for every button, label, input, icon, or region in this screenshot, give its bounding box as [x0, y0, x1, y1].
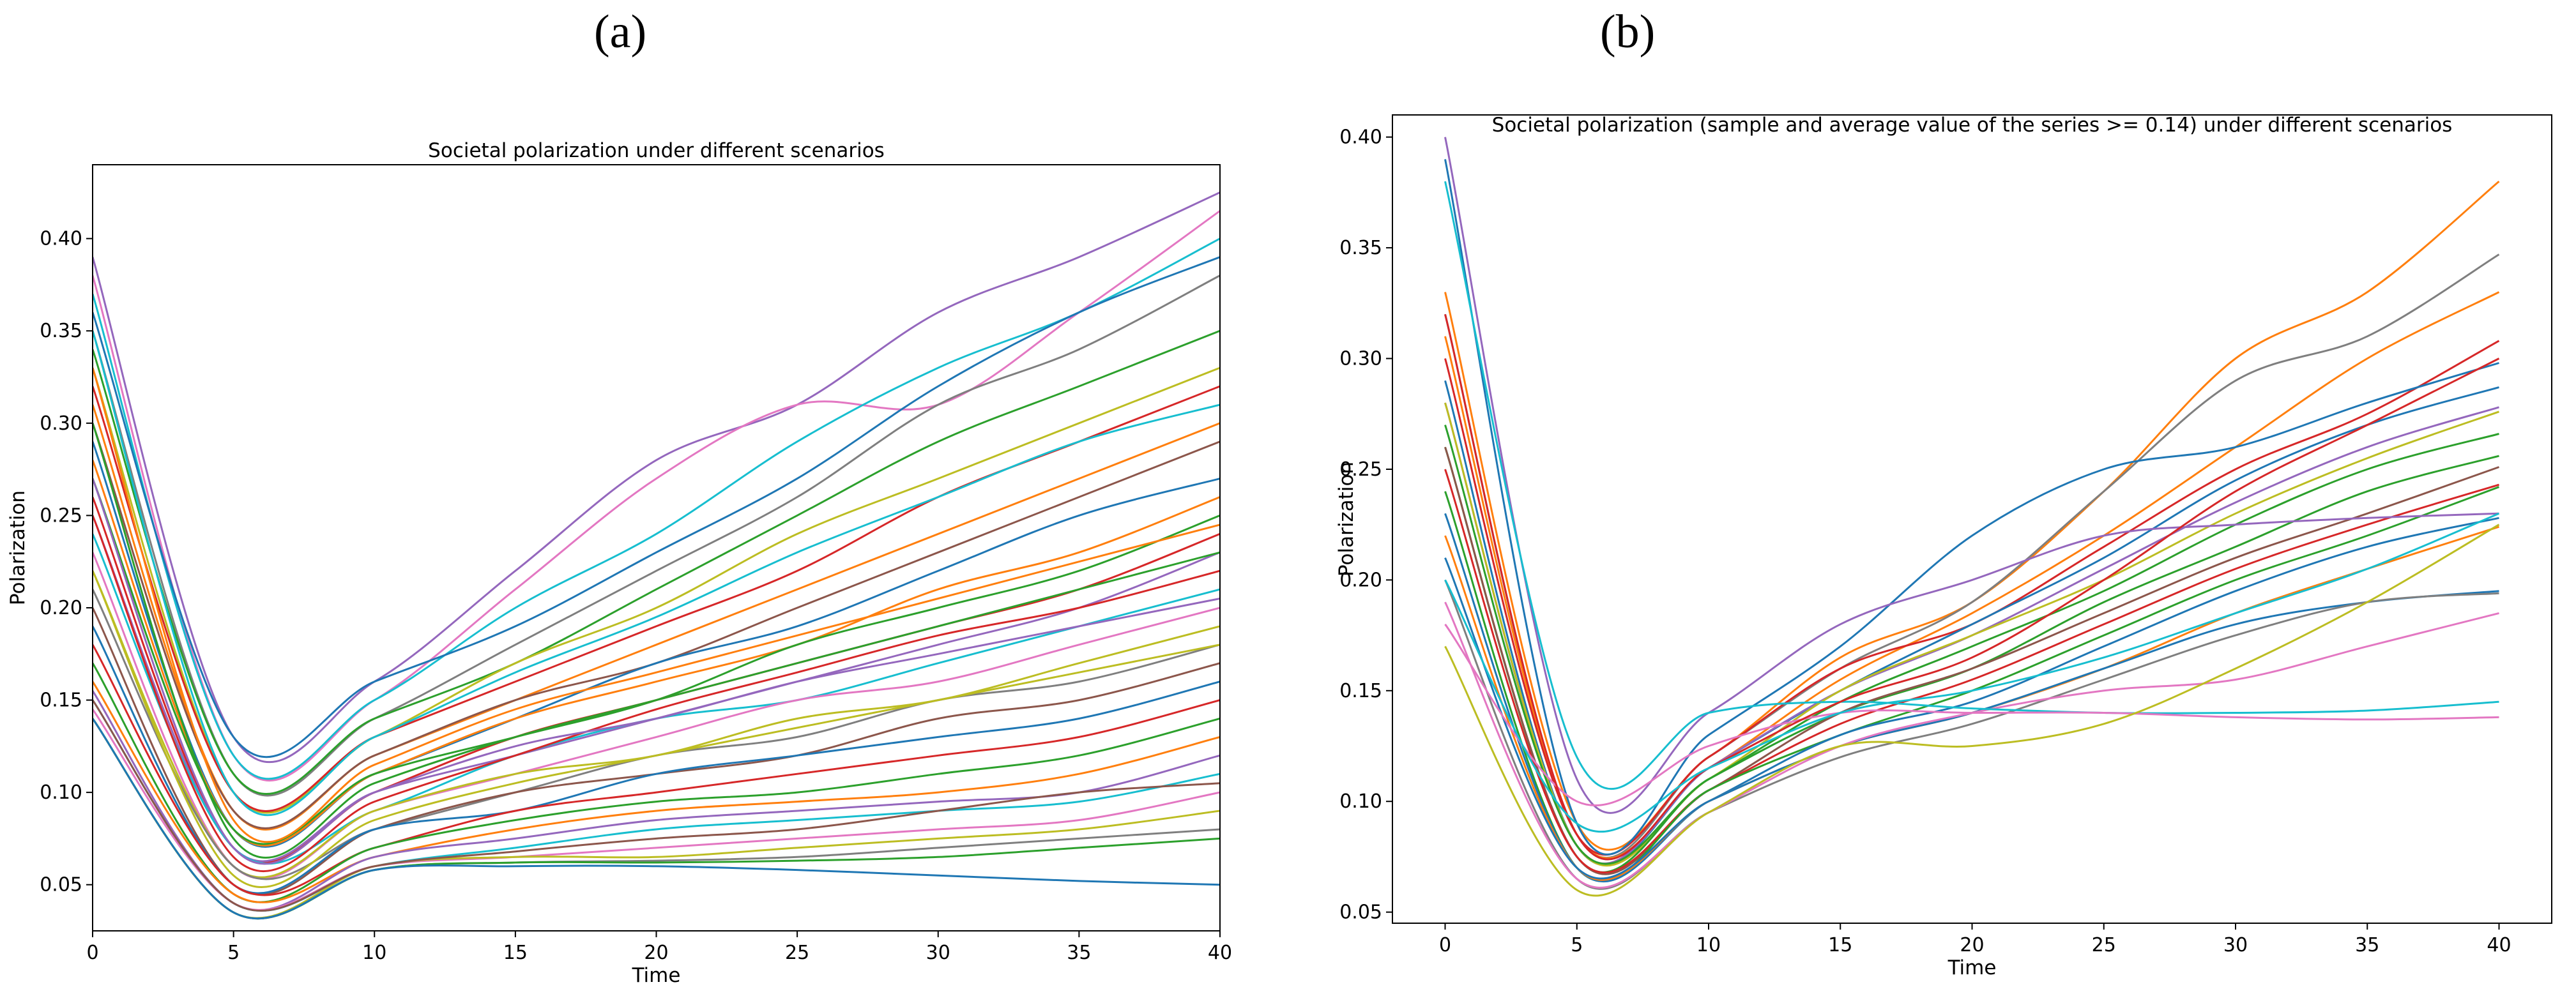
series-line-b21: [1444, 623, 2499, 806]
y-tick-label: 0.20: [1339, 569, 1382, 591]
x-tick-label: 40: [1208, 942, 1232, 964]
series-line-b11: [1444, 446, 2499, 875]
x-axis-label: Time: [632, 964, 681, 987]
series-line-b19: [1444, 601, 2499, 889]
panel-label-b: (b): [1600, 6, 1656, 58]
series-line-s37: [93, 478, 1220, 865]
x-tick-label: 25: [2092, 934, 2116, 956]
y-tick-label: 0.05: [40, 874, 82, 896]
series-line-b20: [1444, 181, 2499, 790]
series-line-s20: [93, 607, 1220, 896]
y-tick-label: 0.20: [40, 597, 82, 619]
series-line-s24: [93, 681, 1220, 903]
y-tick-label: 0.35: [1339, 237, 1382, 259]
y-tick-label: 0.05: [1339, 901, 1382, 924]
y-tick-label: 0.40: [1339, 126, 1382, 149]
x-tick-label: 25: [785, 942, 809, 964]
series-line-s28: [93, 718, 1220, 919]
series-lines: [93, 192, 1220, 920]
x-tick-label: 20: [644, 942, 668, 964]
y-tick-label: 0.30: [40, 412, 82, 435]
x-tick-label: 0: [1439, 934, 1451, 956]
series-line-b8: [1444, 402, 2499, 866]
x-tick-label: 10: [362, 942, 386, 964]
y-tick-label: 0.15: [1339, 680, 1382, 702]
x-axis-label: Time: [1947, 956, 1997, 979]
series-line-s35: [93, 423, 1220, 859]
chart-title: Societal polarization (sample and averag…: [1492, 114, 2453, 137]
series-line-s31: [93, 718, 1220, 920]
series-line-s33: [93, 515, 1220, 873]
x-tick-label: 15: [1828, 934, 1852, 956]
chart-a: Societal polarization under different sc…: [6, 139, 1232, 987]
series-line-s19: [93, 589, 1220, 880]
series-line-b10: [1444, 446, 2499, 873]
x-tick-label: 40: [2487, 934, 2511, 956]
series-line-b4: [1444, 340, 2500, 856]
series-line-s34: [93, 367, 1220, 843]
series-line-s6: [93, 329, 1220, 795]
series-line-b6: [1444, 380, 2499, 866]
series-line-s5: [93, 275, 1220, 797]
x-tick-label: 0: [86, 942, 98, 964]
y-tick-label: 0.40: [40, 228, 82, 250]
plot-frame: [92, 164, 1221, 931]
series-line-s15: [93, 515, 1220, 863]
series-line-s29: [93, 718, 1220, 920]
series-line-b9: [1444, 425, 2499, 865]
x-tick-label: 20: [1960, 934, 1984, 956]
series-line-b14: [1444, 137, 2499, 814]
x-tick-label: 5: [227, 942, 240, 964]
series-line-b18: [1444, 579, 2499, 890]
series-line-b23: [1444, 313, 2500, 861]
series-line-s3: [93, 238, 1220, 780]
x-tick-label: 30: [2223, 934, 2248, 956]
x-tick-label: 15: [503, 942, 528, 964]
y-tick-label: 0.10: [40, 781, 82, 804]
x-tick-label: 30: [926, 942, 950, 964]
panel-label-a: (a): [594, 6, 647, 58]
series-line-s30: [93, 718, 1220, 920]
x-tick-label: 35: [2355, 934, 2379, 956]
chart-b: Societal polarization (sample and averag…: [1335, 114, 2552, 979]
series-line-b17: [1444, 557, 2499, 880]
series-line-b24: [1444, 512, 2500, 833]
series-line-b22: [1444, 524, 2500, 897]
y-tick-label: 0.25: [1339, 458, 1382, 481]
series-line-s4: [93, 256, 1220, 758]
y-tick-label: 0.10: [1339, 790, 1382, 813]
series-line-b2: [1444, 253, 2500, 859]
x-tick-label: 10: [1696, 934, 1721, 956]
series-line-s10: [93, 423, 1220, 829]
series-line-b1: [1444, 180, 2500, 851]
series-line-s36: [93, 330, 1220, 817]
y-tick-label: 0.35: [40, 320, 82, 342]
series-line-s38: [93, 570, 1220, 888]
series-lines: [1444, 137, 2500, 897]
x-tick-label: 5: [1571, 934, 1583, 956]
chart-title: Societal polarization under different sc…: [428, 139, 885, 162]
series-line-b15: [1444, 513, 2499, 883]
y-tick-label: 0.25: [40, 504, 82, 527]
series-line-s13: [93, 478, 1220, 845]
series-line-s32: [93, 699, 1220, 912]
series-line-b7: [1444, 402, 2499, 864]
series-line-s1: [93, 192, 1220, 764]
x-tick-label: 35: [1067, 942, 1091, 964]
series-line-b13: [1444, 486, 2500, 882]
series-line-s2: [93, 210, 1220, 782]
y-tick-label: 0.30: [1339, 348, 1382, 370]
series-line-b5: [1444, 159, 2499, 856]
y-axis-label: Polarization: [6, 490, 29, 605]
series-line-s22: [93, 644, 1220, 896]
y-tick-label: 0.15: [40, 690, 82, 712]
series-line-b3: [1444, 291, 2500, 859]
y-axis-label: Polarization: [1335, 462, 1358, 577]
